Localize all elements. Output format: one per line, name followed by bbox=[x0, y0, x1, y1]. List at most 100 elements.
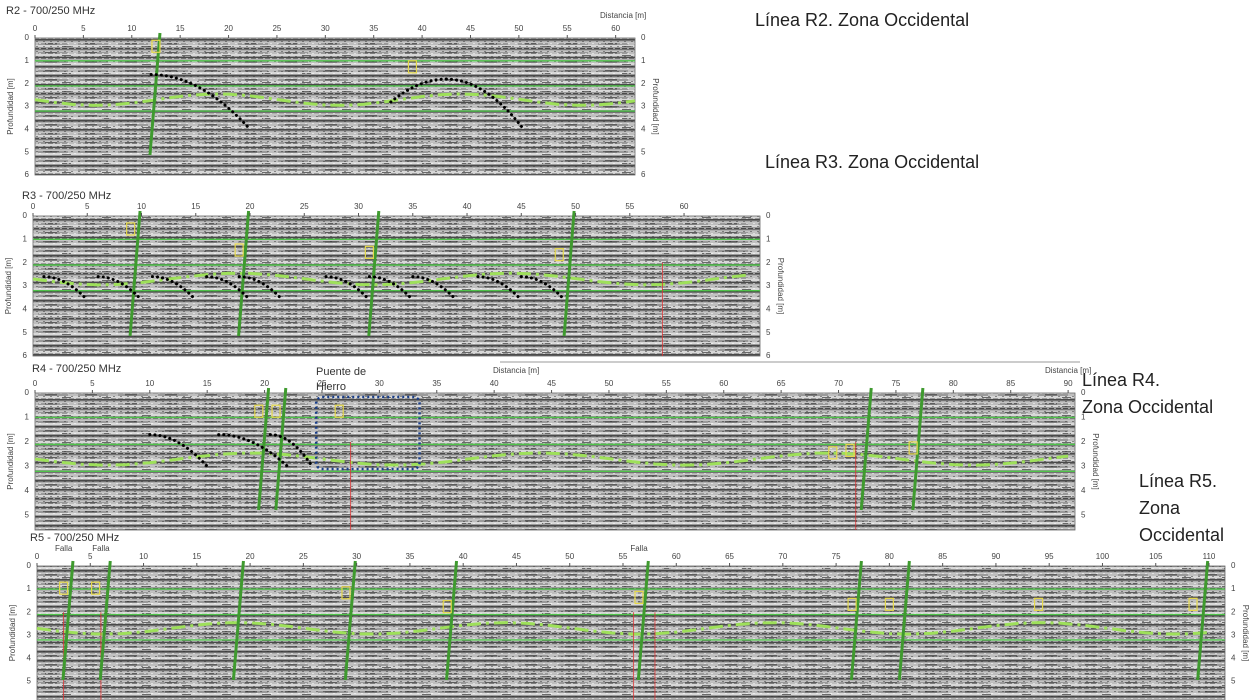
water-table-line bbox=[32, 271, 750, 287]
radargram-panel bbox=[36, 560, 1226, 700]
fault-line bbox=[1196, 560, 1210, 681]
y-tick-label: 1 bbox=[641, 56, 646, 65]
x-tick-label: 10 bbox=[139, 552, 148, 561]
x-tick-label: 55 bbox=[619, 552, 628, 561]
feature-box bbox=[884, 597, 894, 611]
x-tick-label: 55 bbox=[662, 379, 671, 388]
x-tick-label: 35 bbox=[408, 202, 417, 211]
y-tick-label: 1 bbox=[25, 413, 30, 422]
hyperbola bbox=[367, 275, 415, 302]
hyperbola bbox=[444, 77, 526, 131]
x-tick-label: 5 bbox=[90, 379, 95, 388]
y-tick-label: 6 bbox=[23, 351, 28, 360]
hyperbola bbox=[519, 275, 567, 302]
panel-frame bbox=[32, 215, 761, 357]
fault-line bbox=[562, 210, 576, 337]
hyperbola bbox=[96, 275, 144, 302]
fault-line bbox=[231, 560, 245, 681]
y-tick-label: 5 bbox=[766, 328, 771, 337]
distance-label: Distancia [m] bbox=[1045, 366, 1091, 375]
y-tick-label: 2 bbox=[1231, 607, 1236, 616]
panel-title: R2 - 700/250 MHz bbox=[6, 5, 95, 17]
y-tick-label: 2 bbox=[25, 79, 30, 88]
x-tick-label: 25 bbox=[300, 202, 309, 211]
feature-box bbox=[908, 441, 918, 455]
feature-box bbox=[59, 581, 69, 595]
feature-box bbox=[847, 597, 857, 611]
distance-label: Distancia [m] bbox=[493, 366, 539, 375]
feature-box bbox=[1188, 597, 1198, 611]
x-tick-label: 40 bbox=[490, 379, 499, 388]
fault-label: Falla bbox=[55, 544, 73, 553]
x-tick-label: 75 bbox=[891, 379, 900, 388]
hyperbola bbox=[150, 275, 198, 302]
y-tick-label: 3 bbox=[1231, 630, 1236, 639]
x-tick-label: 10 bbox=[145, 379, 154, 388]
caption: Línea R4. bbox=[1082, 370, 1160, 390]
y-tick-label: 6 bbox=[641, 170, 646, 179]
hyperbola bbox=[476, 275, 523, 302]
y-tick-label: 3 bbox=[25, 102, 30, 111]
y-tick-label: 0 bbox=[641, 33, 646, 42]
panel-frame bbox=[34, 392, 1076, 531]
y-tick-label: 0 bbox=[766, 211, 771, 220]
x-tick-label: 25 bbox=[272, 24, 281, 33]
water-table-line bbox=[34, 92, 636, 107]
caption: Zona Occidental bbox=[1082, 397, 1213, 417]
x-tick-label: 85 bbox=[1006, 379, 1015, 388]
y-tick-label: 3 bbox=[641, 102, 646, 111]
x-tick-label: 75 bbox=[832, 552, 841, 561]
fault-line bbox=[859, 387, 873, 511]
bridge-label: Puente de bbox=[316, 366, 366, 378]
y-tick-label: 2 bbox=[641, 79, 646, 88]
y-tick-label: 4 bbox=[766, 304, 771, 313]
y-tick-label: 3 bbox=[766, 281, 771, 290]
x-tick-label: 65 bbox=[777, 379, 786, 388]
x-tick-label: 85 bbox=[938, 552, 947, 561]
hyperbola bbox=[268, 433, 312, 466]
x-tick-label: 45 bbox=[547, 379, 556, 388]
x-tick-label: 105 bbox=[1149, 552, 1163, 561]
depth-label: Profundidad [m] bbox=[6, 78, 15, 134]
x-tick-label: 30 bbox=[354, 202, 363, 211]
y-tick-label: 1 bbox=[27, 584, 32, 593]
x-tick-label: 50 bbox=[565, 552, 574, 561]
caption: Línea R3. Zona Occidental bbox=[765, 152, 979, 172]
fault-line bbox=[61, 560, 75, 681]
x-tick-label: 30 bbox=[352, 552, 361, 561]
panel-title: R4 - 700/250 MHz bbox=[32, 363, 121, 375]
fault-line bbox=[445, 560, 459, 681]
x-tick-label: 90 bbox=[1064, 379, 1073, 388]
caption: Zona bbox=[1139, 498, 1181, 518]
hyperbola bbox=[149, 73, 250, 129]
caption: Occidental bbox=[1139, 525, 1224, 545]
y-tick-label: 1 bbox=[1231, 584, 1236, 593]
radargram-panel bbox=[32, 210, 761, 357]
hyperbola bbox=[148, 433, 209, 468]
y-tick-label: 5 bbox=[1081, 510, 1086, 519]
x-tick-label: 25 bbox=[299, 552, 308, 561]
y-tick-label: 2 bbox=[25, 437, 30, 446]
x-tick-label: 45 bbox=[466, 24, 475, 33]
water-table-line bbox=[34, 451, 1069, 467]
hyperbola bbox=[237, 275, 285, 302]
x-tick-label: 50 bbox=[604, 379, 613, 388]
feature-box bbox=[271, 404, 281, 418]
y-tick-label: 0 bbox=[1081, 388, 1086, 397]
depth-label: Profundidad [m] bbox=[776, 258, 785, 314]
water-table-line bbox=[36, 621, 1210, 636]
feature-box bbox=[341, 586, 351, 600]
feature-box bbox=[442, 600, 452, 614]
hyperbola bbox=[217, 433, 290, 468]
x-tick-label: 20 bbox=[260, 379, 269, 388]
feature-box bbox=[334, 404, 344, 418]
x-tick-label: 15 bbox=[203, 379, 212, 388]
x-tick-label: 20 bbox=[246, 202, 255, 211]
x-tick-label: 0 bbox=[33, 24, 38, 33]
hyperbola bbox=[386, 77, 448, 106]
depth-label: Profundidad [m] bbox=[651, 78, 660, 134]
y-tick-label: 0 bbox=[25, 33, 30, 42]
fault-line bbox=[911, 387, 925, 511]
fault-line bbox=[367, 210, 381, 337]
